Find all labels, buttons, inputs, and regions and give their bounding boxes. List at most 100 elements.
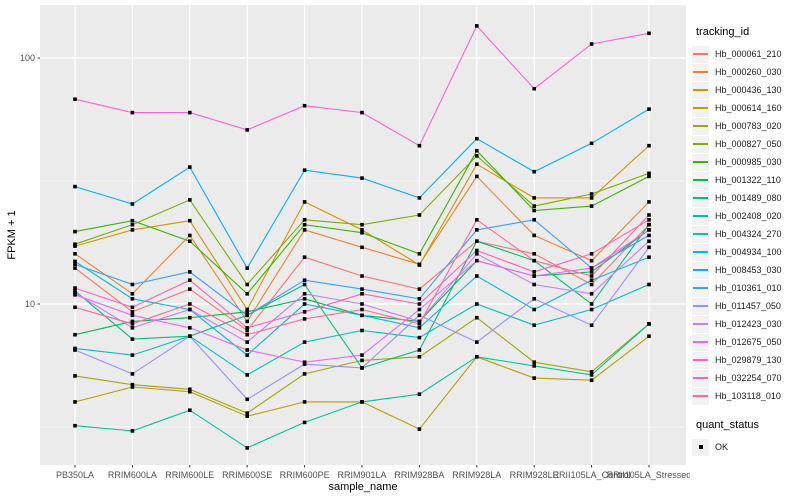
data-point: [302, 400, 307, 404]
data-point: [360, 313, 364, 318]
data-point: [647, 218, 651, 222]
data-point: [589, 204, 594, 208]
data-point: [73, 348, 77, 352]
data-point: [589, 252, 594, 256]
data-point: [302, 372, 307, 376]
legend-item-Hb_010361_010: Hb_010361_010: [692, 279, 798, 297]
data-point: [647, 245, 651, 250]
data-point: [360, 245, 364, 250]
legend-item-Hb_012675_050: Hb_012675_050: [692, 333, 798, 351]
data-point: [302, 200, 307, 204]
legend: tracking_id Hb_000061_210 Hb_000260_030 Hb…: [692, 26, 798, 456]
data-point: [417, 319, 422, 324]
data-point: [130, 337, 135, 341]
data-point: [73, 244, 77, 248]
data-point: [130, 228, 135, 232]
data-point: [245, 332, 249, 337]
data-point: [245, 446, 249, 450]
data-point: [245, 340, 249, 344]
data-point: [73, 266, 77, 270]
data-point: [302, 282, 307, 287]
data-point: [589, 378, 594, 382]
data-point: [245, 310, 249, 314]
data-point: [73, 289, 77, 293]
legend-label: Hb_012423_030: [715, 319, 782, 329]
data-point: [188, 334, 192, 338]
data-point: [245, 397, 249, 402]
chart-canvas: 100 10 PB350LA RRIM600LA RRIM600LE RRIM600SE R…: [6, 5, 691, 493]
data-point: [130, 385, 135, 389]
data-point: [532, 86, 536, 91]
data-point: [417, 302, 422, 306]
data-point: [475, 355, 479, 359]
data-point: [130, 282, 135, 287]
data-point: [188, 165, 192, 169]
data-point: [417, 196, 422, 200]
legend-item-Hb_000783_020: Hb_000783_020: [692, 117, 798, 135]
y-axis-title: FPKM + 1: [6, 210, 18, 259]
data-points: [73, 24, 651, 450]
legend-label: Hb_008453_030: [715, 265, 782, 275]
data-point: [130, 372, 135, 376]
data-point: [532, 252, 536, 256]
data-point: [188, 270, 192, 274]
legend-item-Hb_103118_010: Hb_103118_010: [692, 387, 798, 405]
data-point: [475, 239, 479, 243]
data-point: [417, 326, 422, 330]
data-point: [475, 148, 479, 153]
legend-label: Hb_000436_130: [715, 85, 782, 95]
x-tick-label: RRIM600LE: [165, 470, 214, 480]
legend-label: Hb_000260_030: [715, 67, 782, 77]
data-point: [475, 248, 479, 253]
data-point: [647, 282, 651, 287]
data-point: [475, 24, 479, 28]
x-axis-title: sample_name: [328, 481, 397, 493]
data-point: [475, 136, 479, 141]
data-point: [245, 328, 249, 333]
data-point: [130, 305, 135, 310]
data-point: [73, 229, 77, 234]
legend-item-Hb_000260_030: Hb_000260_030: [692, 63, 798, 81]
data-point: [130, 319, 135, 324]
color-line-swatch: [692, 315, 709, 333]
data-point: [360, 110, 364, 115]
legend-label: Hb_002408_020: [715, 211, 782, 221]
color-line-swatch: [692, 45, 709, 63]
data-point: [532, 282, 536, 287]
data-point: [647, 255, 651, 259]
data-point: [417, 252, 422, 256]
legend-label: Hb_012675_050: [715, 337, 782, 347]
data-point: [360, 176, 364, 180]
data-point: [475, 154, 479, 158]
data-point: [130, 322, 135, 326]
data-point: [475, 174, 479, 179]
data-point: [73, 423, 77, 428]
legend-item-Hb_032254_070: Hb_032254_070: [692, 369, 798, 387]
color-line-swatch: [692, 297, 709, 315]
data-point: [647, 222, 651, 227]
data-point: [188, 408, 192, 412]
data-point: [130, 310, 135, 314]
legend-item-Hb_000061_210: Hb_000061_210: [692, 45, 798, 63]
data-point: [188, 315, 192, 320]
legend-label: Hb_103118_010: [715, 391, 781, 401]
data-point: [302, 340, 307, 344]
data-point: [475, 340, 479, 344]
data-point: [589, 302, 594, 306]
legend-item-Hb_000436_130: Hb_000436_130: [692, 81, 798, 99]
data-point: [475, 302, 479, 306]
data-point: [245, 414, 249, 418]
legend-label: Hb_000061_210: [715, 49, 782, 59]
data-point: [302, 168, 307, 172]
data-point: [589, 42, 594, 46]
data-point: [73, 184, 77, 189]
x-tick-label: RRIM928LA: [452, 470, 501, 480]
data-point: [360, 400, 364, 404]
data-point: [302, 255, 307, 259]
data-point: [360, 307, 364, 312]
legend-label: Hb_001322_110: [715, 175, 781, 185]
data-point: [532, 360, 536, 364]
data-point: [647, 31, 651, 36]
data-point: [589, 307, 594, 312]
data-point: [73, 97, 77, 101]
